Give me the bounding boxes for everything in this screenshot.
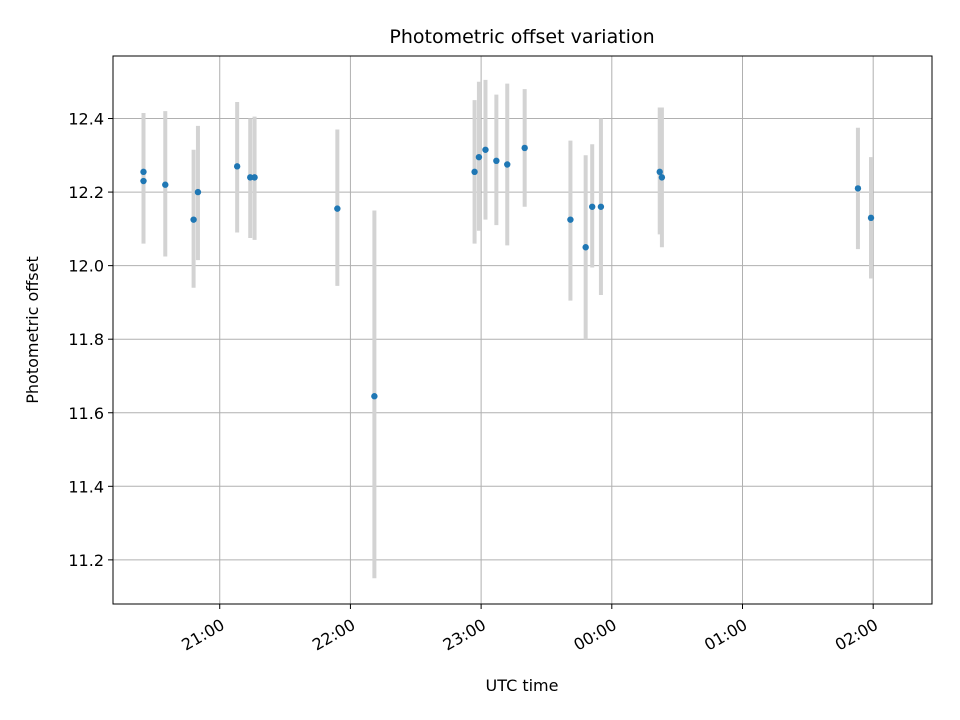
y-tick-label: 11.8 [68,330,104,349]
data-point [567,216,574,223]
x-axis-ticks: 21:00 22:00 23:00 00:00 01:00 02:00 [178,604,881,655]
data-point [493,157,500,165]
data-point [582,244,589,251]
data-point [521,144,528,152]
data-point [504,161,511,168]
x-tick-label: 21:00 [178,615,227,655]
data-point [656,168,663,176]
data-point [334,205,341,212]
data-point [140,177,147,185]
x-tick-label: 02:00 [832,615,881,655]
data-point [251,174,258,181]
data-point [597,203,605,210]
data-point [482,146,489,153]
data-point [162,181,169,188]
data-points [140,144,875,400]
y-axis-ticks: 11.2 11.4 11.6 11.8 12.0 12.2 12.4 [68,110,113,570]
data-point [471,168,478,176]
data-point [854,185,862,192]
y-tick-label: 12.4 [68,110,104,129]
error-bars [141,79,874,579]
y-tick-label: 11.4 [68,477,104,496]
x-tick-label: 00:00 [570,615,619,655]
data-point [194,188,202,196]
x-tick-label: 23:00 [440,615,489,655]
chart-title: Photometric offset variation [389,26,654,48]
x-axis-label: UTC time [486,676,559,695]
data-point [475,153,483,161]
data-point [867,214,875,222]
y-axis-label: Photometric offset [23,256,42,404]
y-tick-label: 12.0 [68,257,104,276]
data-point [589,203,596,210]
y-tick-label: 11.2 [68,551,104,570]
plot-frame [112,55,933,605]
x-tick-label: 22:00 [309,615,358,655]
x-tick-label: 01:00 [701,615,750,655]
y-tick-label: 11.6 [68,404,104,423]
y-tick-label: 12.2 [68,183,104,202]
data-point [140,168,147,176]
data-point [233,163,241,170]
data-point [190,216,197,223]
data-point [371,393,378,400]
data-point [658,174,666,181]
